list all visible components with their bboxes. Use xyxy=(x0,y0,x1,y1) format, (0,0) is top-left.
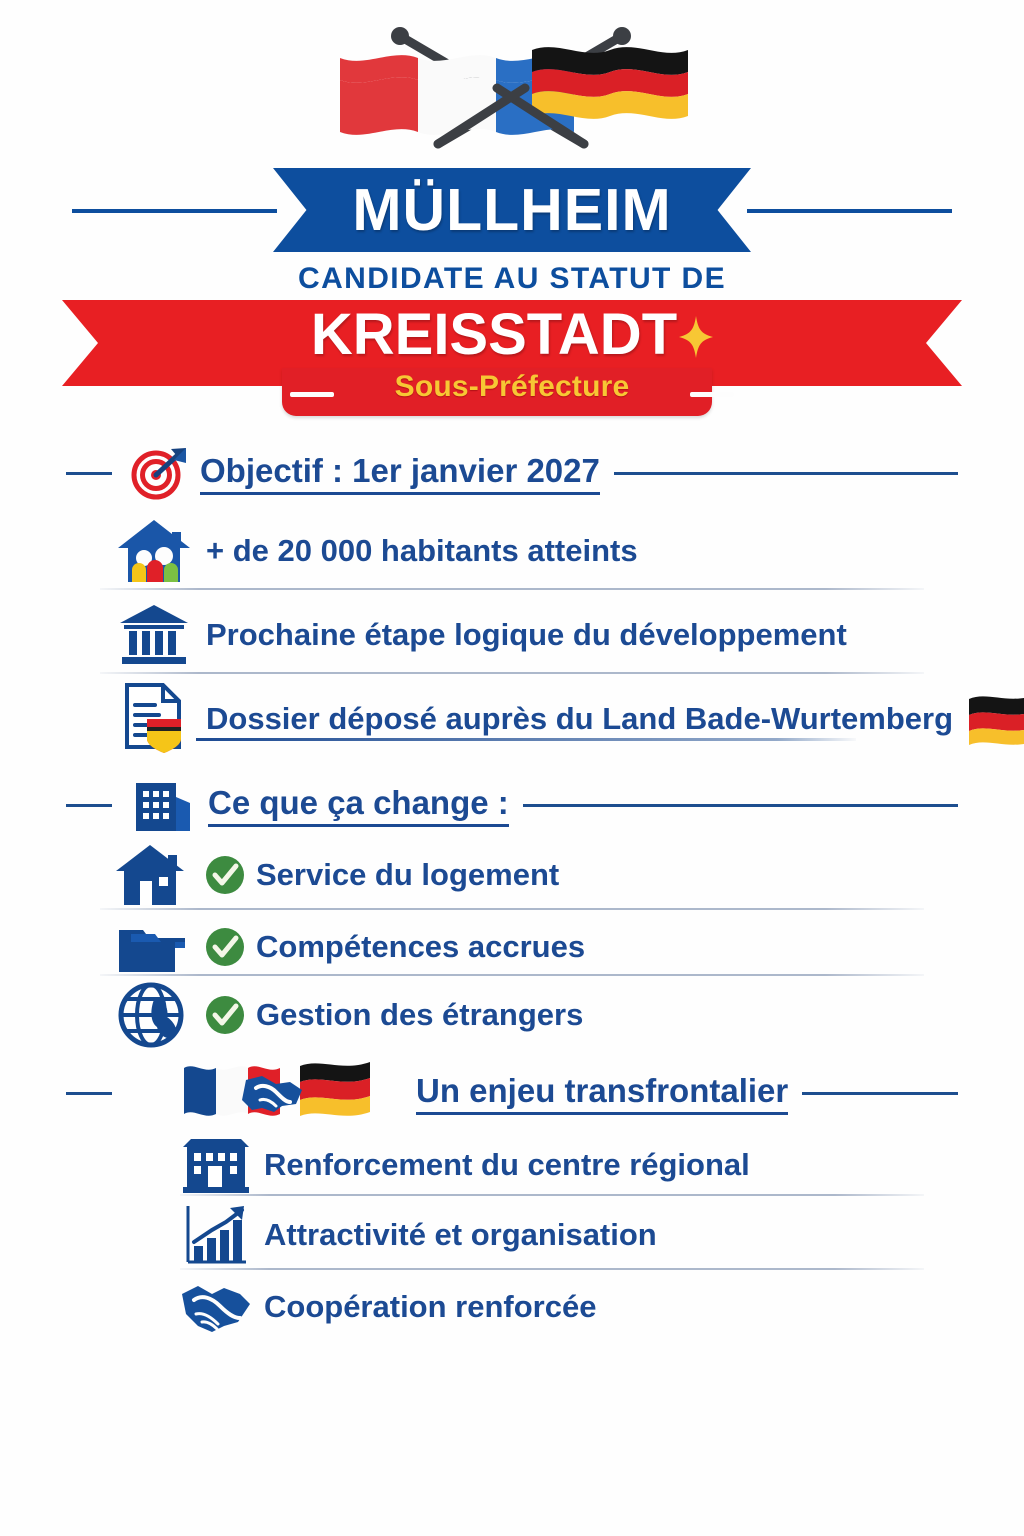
row-separator xyxy=(100,974,924,976)
row-label-prochaine-etape: Prochaine étape logique du développement xyxy=(206,617,847,652)
office-building-icon xyxy=(130,777,196,833)
row-label-habitants: + de 20 000 habitants atteints xyxy=(206,533,638,568)
document-shield-icon xyxy=(112,683,196,755)
crossed-flags-header xyxy=(0,22,1024,172)
section-title-enjeu-transfrontalier: Un enjeu transfrontalier xyxy=(416,1072,789,1115)
row-gestion-etrangers: Gestion des étrangers xyxy=(0,980,1024,1050)
section-dash-left xyxy=(66,1091,112,1095)
section-title-ce-que-ca-change: Ce que ça change : xyxy=(208,784,509,827)
handshake-icon xyxy=(178,1278,254,1336)
house-icon xyxy=(112,843,194,907)
row-attractivite: Attractivité et organisation xyxy=(0,1200,1024,1270)
city-name: MÜLLHEIM xyxy=(352,176,672,243)
row-label-gestion-etrangers: Gestion des étrangers xyxy=(256,997,584,1032)
row-label-attractivite: Attractivité et organisation xyxy=(264,1217,657,1252)
row-separator xyxy=(100,588,924,590)
section-dash-left xyxy=(66,803,112,807)
row-service-logement: Service du logement xyxy=(0,840,1024,910)
globe-icon xyxy=(112,981,194,1049)
row-label-renforcement: Renforcement du centre régional xyxy=(264,1147,750,1182)
growth-chart-icon xyxy=(178,1204,254,1266)
kreisstadt-title: KREISSTADT xyxy=(310,302,678,367)
city-banner-zone: MÜLLHEIM xyxy=(0,160,1024,260)
germany-flag-icon xyxy=(532,47,688,119)
row-competences: Compétences accrues xyxy=(0,912,1024,982)
house-family-icon xyxy=(112,518,196,584)
section-dash-left xyxy=(66,471,112,475)
row-label-dossier: Dossier déposé auprès du Land Bade-Wurte… xyxy=(206,701,954,736)
dossier-underline xyxy=(196,738,856,741)
crossed-flags-icon xyxy=(340,27,688,149)
banner-dash-right xyxy=(747,209,952,213)
city-name-banner: MÜLLHEIM xyxy=(273,168,751,252)
section-header-enjeu-transfrontalier: Un enjeu transfrontalier xyxy=(0,1062,1024,1122)
check-circle-icon xyxy=(204,994,246,1036)
folder-icon xyxy=(112,918,194,976)
banner-dash-left xyxy=(72,209,277,213)
section-header-objectif: Objectif : 1er janvier 2027 xyxy=(0,444,1024,502)
section-title-objectif: Objectif : 1er janvier 2027 xyxy=(200,452,600,495)
sous-prefecture-label: Sous-Préfecture xyxy=(394,370,630,403)
section-line-right xyxy=(802,1091,958,1095)
handshake-icon xyxy=(242,1076,302,1112)
sparkle-star-icon xyxy=(679,310,714,358)
tab-dash-left xyxy=(290,392,334,397)
row-separator xyxy=(180,1194,924,1196)
kreisstadt-title-wrap: KREISSTADT xyxy=(0,306,1024,364)
row-separator xyxy=(100,908,924,910)
row-label-cooperation: Coopération renforcée xyxy=(264,1289,597,1324)
check-circle-icon xyxy=(204,926,246,968)
germany-flag-icon xyxy=(300,1062,370,1116)
row-label-competences: Compétences accrues xyxy=(256,929,586,964)
target-dart-icon xyxy=(130,446,188,500)
sous-prefecture-tab xyxy=(282,368,712,416)
bank-building-icon xyxy=(112,603,196,667)
row-dossier: Dossier déposé auprès du Land Bade-Wurte… xyxy=(0,683,1024,755)
row-separator xyxy=(180,1268,924,1270)
section-line-right xyxy=(522,803,958,807)
city-hall-icon xyxy=(178,1135,254,1195)
candidate-subtitle: CANDIDATE AU STATUT DE xyxy=(298,262,726,295)
section-header-ce-que-ca-change: Ce que ça change : xyxy=(0,776,1024,834)
row-renforcement: Renforcement du centre régional xyxy=(0,1130,1024,1200)
row-habitants: + de 20 000 habitants atteints xyxy=(0,516,1024,586)
row-separator xyxy=(100,672,924,674)
section-line-right xyxy=(613,471,958,475)
row-cooperation: Coopération renforcée xyxy=(0,1272,1024,1342)
row-prochaine-etape: Prochaine étape logique du développement xyxy=(0,600,1024,670)
flags-handshake-icon xyxy=(178,1058,404,1128)
tab-dash-right xyxy=(690,392,734,397)
row-label-service-logement: Service du logement xyxy=(256,857,560,892)
germany-flag-icon xyxy=(965,691,1024,747)
check-circle-icon xyxy=(204,854,246,896)
